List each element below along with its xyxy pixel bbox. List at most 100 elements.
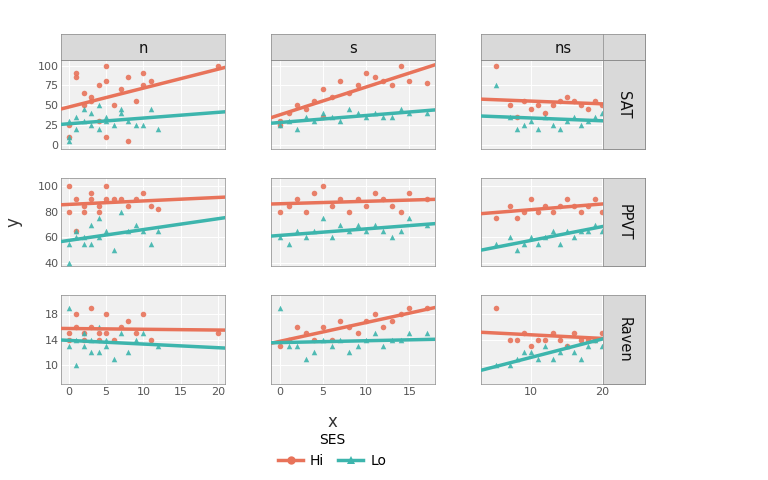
Point <box>274 208 286 216</box>
Point <box>137 329 150 337</box>
Point <box>115 329 127 337</box>
Point <box>539 113 551 121</box>
Point <box>604 336 616 344</box>
Point <box>360 336 372 344</box>
Point <box>78 342 90 350</box>
Point <box>326 233 338 241</box>
Point <box>108 101 120 109</box>
Point <box>352 221 364 228</box>
Point <box>369 109 381 117</box>
Point <box>575 121 588 129</box>
Point <box>100 183 112 191</box>
Point <box>589 113 601 121</box>
Point <box>546 329 558 337</box>
Point <box>130 121 142 129</box>
Point <box>504 233 516 241</box>
Point <box>70 73 82 81</box>
Point <box>360 317 372 324</box>
Point <box>152 205 164 213</box>
Point <box>395 62 407 70</box>
Point <box>274 233 286 241</box>
Point <box>386 113 399 121</box>
Point <box>122 137 134 144</box>
Point <box>326 94 338 101</box>
Point <box>122 73 134 81</box>
Point <box>352 342 364 350</box>
Point <box>611 195 623 203</box>
Point <box>300 105 312 113</box>
Point <box>596 342 608 350</box>
Point <box>300 113 312 121</box>
Point <box>78 329 90 337</box>
Legend: Hi, Lo: Hi, Lo <box>278 433 386 468</box>
Point <box>78 105 90 113</box>
Point <box>122 227 134 235</box>
Point <box>504 361 516 369</box>
Point <box>582 105 594 113</box>
Point <box>274 342 286 350</box>
Point <box>70 227 82 235</box>
Point <box>283 202 295 209</box>
Point <box>92 117 104 125</box>
Point <box>317 85 329 93</box>
Point <box>152 342 164 350</box>
Point <box>518 348 530 356</box>
Point <box>489 361 502 369</box>
Point <box>308 117 320 125</box>
Point <box>108 336 120 344</box>
Point <box>152 125 164 133</box>
Point <box>108 121 120 129</box>
Point <box>604 202 616 209</box>
Point <box>575 355 588 362</box>
Point <box>308 227 320 235</box>
Point <box>334 336 346 344</box>
Point <box>85 189 98 197</box>
Point <box>525 105 538 113</box>
Point <box>568 202 580 209</box>
Point <box>63 342 75 350</box>
Point <box>617 195 630 203</box>
Point <box>532 336 545 344</box>
Point <box>100 342 112 350</box>
Point <box>568 113 580 121</box>
Point <box>70 227 82 235</box>
Point <box>489 240 502 247</box>
Point <box>100 113 112 121</box>
Point <box>343 323 355 331</box>
Point <box>334 195 346 203</box>
Point <box>100 227 112 235</box>
Point <box>78 233 90 241</box>
Point <box>70 323 82 331</box>
Point <box>352 329 364 337</box>
Point <box>85 195 98 203</box>
Point <box>283 336 295 344</box>
Point <box>624 117 637 125</box>
Point <box>617 215 630 222</box>
Point <box>596 329 608 337</box>
Point <box>70 195 82 203</box>
Point <box>70 125 82 133</box>
Point <box>317 109 329 117</box>
Point <box>561 117 573 125</box>
Point <box>144 240 157 247</box>
Point <box>518 121 530 129</box>
Point <box>604 113 616 121</box>
Text: y: y <box>5 217 23 227</box>
Point <box>582 342 594 350</box>
Point <box>317 323 329 331</box>
Point <box>70 70 82 77</box>
Point <box>611 329 623 337</box>
Point <box>283 117 295 125</box>
Point <box>596 101 608 109</box>
Point <box>300 329 312 337</box>
Point <box>561 342 573 350</box>
Point <box>420 195 432 203</box>
Text: s: s <box>349 41 357 56</box>
Point <box>283 342 295 350</box>
Point <box>85 348 98 356</box>
Point <box>554 336 566 344</box>
Point <box>511 355 523 362</box>
Point <box>100 117 112 125</box>
Point <box>92 215 104 222</box>
Point <box>395 336 407 344</box>
